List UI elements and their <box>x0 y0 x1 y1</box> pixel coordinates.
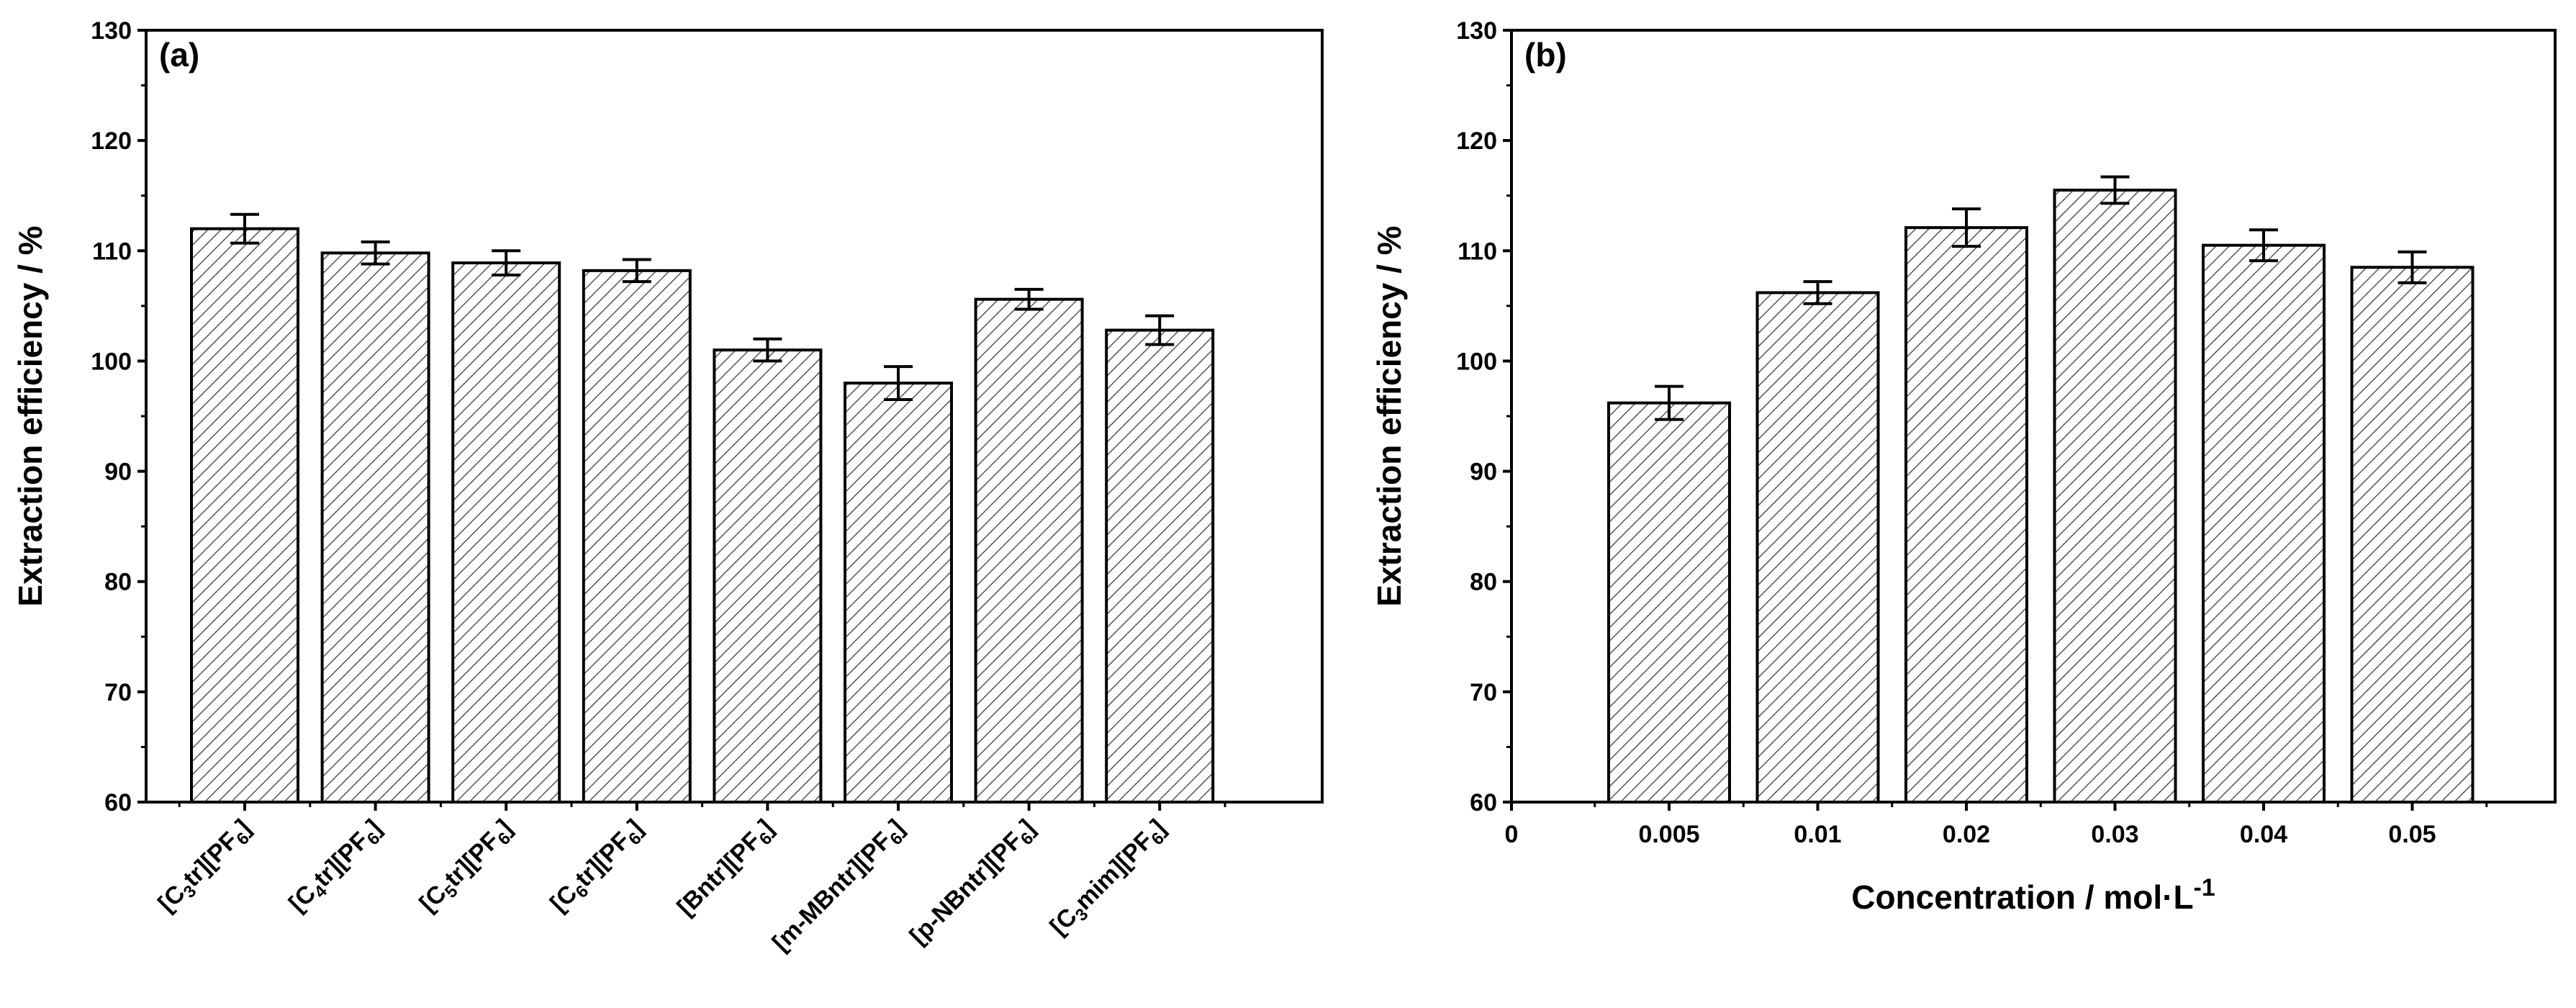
y-tick-label: 70 <box>1470 679 1497 706</box>
x-tick-label: [C5tr][PF6] <box>415 814 520 920</box>
x-tick-label: 0.03 <box>2091 821 2138 848</box>
chart-panel-a: 60 70 80 90 100 110 120 130 Extraction efficienc… <box>12 17 1324 960</box>
bar <box>1607 401 1731 804</box>
y-tick-label: 80 <box>104 569 132 596</box>
bar <box>713 348 823 804</box>
bar <box>1904 226 2028 804</box>
bar <box>190 227 299 804</box>
bar <box>844 382 953 804</box>
bar <box>2053 189 2177 804</box>
y-tick-label: 70 <box>104 679 132 706</box>
x-tick-label: 0.05 <box>2388 821 2436 848</box>
y-tick-label: 80 <box>1470 569 1497 596</box>
y-tick-label: 60 <box>1470 789 1497 816</box>
y-tick-label: 120 <box>91 127 132 155</box>
bar <box>2350 266 2475 804</box>
x-tick-label: 0.005 <box>1638 821 1699 848</box>
x-tick-label: 0.01 <box>1794 821 1841 848</box>
y-tick-label: 130 <box>1456 17 1497 45</box>
panel-label: (b) <box>1524 36 1567 73</box>
y-axis-label: Extraction efficiency / % <box>1370 225 1408 606</box>
x-tick-label: [C3mim][PF6] <box>1045 814 1175 944</box>
panel-label: (a) <box>159 36 199 73</box>
chart-panel-b: 60 70 80 90 100 110 120 130 Extraction efficienc… <box>1370 17 2557 916</box>
x-tick-label: [Bntr][PF6] <box>672 814 782 924</box>
y-tick-label: 100 <box>1456 348 1497 375</box>
y-tick-label: 90 <box>1470 459 1497 486</box>
y-tick-label: 60 <box>104 789 132 816</box>
x-tick-label: [p-NBntr][PF6] <box>905 814 1044 953</box>
bar <box>320 251 430 804</box>
y-tick-label: 100 <box>91 348 132 375</box>
x-tick-label: [C6tr][PF6] <box>545 814 651 920</box>
x-origin-label: 0 <box>1505 821 1519 848</box>
bar <box>1755 291 1880 804</box>
y-tick-label: 90 <box>104 459 132 486</box>
bar <box>1105 328 1215 804</box>
bar <box>2202 243 2326 804</box>
y-tick-label: 120 <box>1456 127 1497 155</box>
bar <box>974 297 1084 804</box>
y-tick-label: 110 <box>92 238 132 265</box>
bar <box>451 261 561 804</box>
x-axis-label: Concentration / mol·L-1 <box>1851 874 2215 916</box>
y-tick-label: 110 <box>1458 238 1497 265</box>
y-axis-label: Extraction efficiency / % <box>12 225 49 606</box>
bar <box>582 269 692 804</box>
x-tick-label: [m-MBntr][PF6] <box>767 814 913 960</box>
x-tick-label: [C4tr][PF6] <box>284 814 389 920</box>
x-tick-label: [C3tr][PF6] <box>153 814 258 920</box>
x-tick-label: 0.04 <box>2240 821 2287 848</box>
x-tick-label: 0.02 <box>1943 821 1990 848</box>
y-tick-label: 130 <box>91 17 132 45</box>
